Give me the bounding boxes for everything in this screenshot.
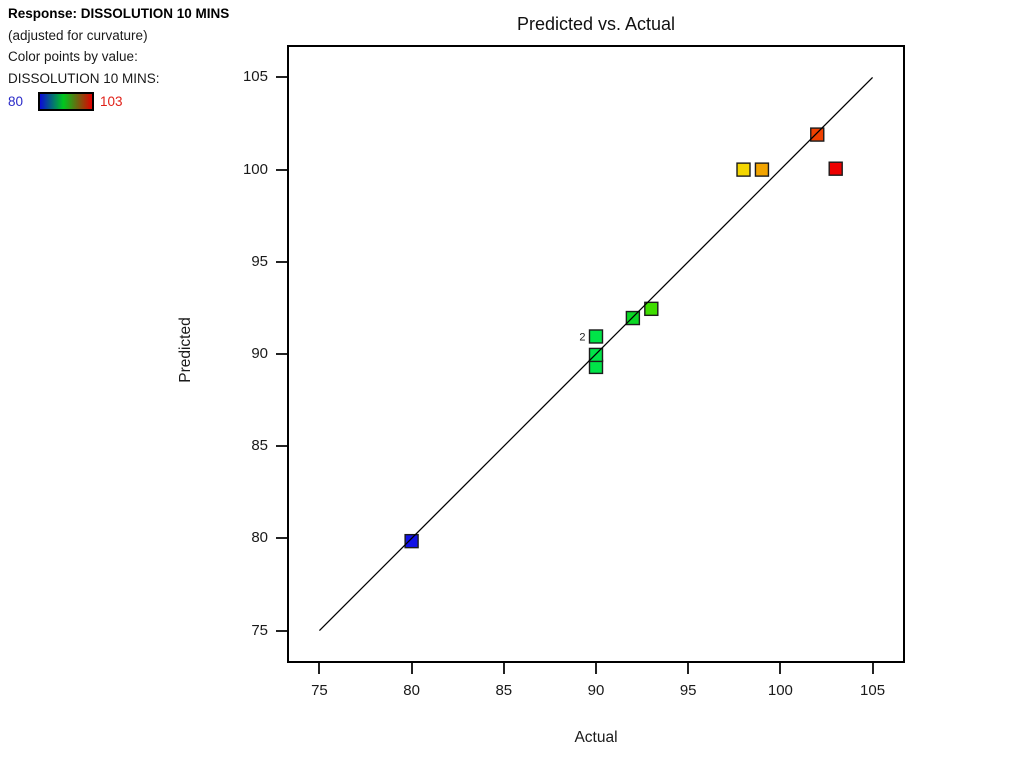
y-tick-label: 90 [251, 345, 268, 362]
legend-panel: Response: DISSOLUTION 10 MINS (adjusted … [8, 3, 229, 112]
x-tick-label: 105 [860, 682, 886, 699]
data-point [754, 162, 770, 177]
legend-color-scale: 80 103 [8, 91, 229, 112]
data-point [588, 359, 604, 375]
y-tick-label: 95 [251, 252, 268, 270]
data-point [404, 533, 419, 549]
x-tick-label: 80 [403, 682, 420, 699]
data-point [810, 127, 825, 142]
x-tick [687, 663, 690, 674]
y-tick-label: 75 [251, 621, 268, 639]
x-tick [318, 663, 321, 674]
legend-response-label: Response: DISSOLUTION 10 MINS [8, 6, 230, 21]
y-tick-label: 100 [242, 160, 268, 178]
x-tick-label: 85 [495, 682, 513, 699]
x-tick [410, 663, 413, 674]
y-tick-label: 80 [251, 529, 268, 547]
data-point [736, 162, 751, 177]
y-tick [276, 76, 287, 79]
x-tick [502, 663, 505, 674]
x-tick-label: 75 [311, 682, 328, 699]
plot-area: 2 [287, 45, 905, 663]
legend-min-value: 80 [8, 93, 24, 109]
color-gradient-swatch [38, 92, 94, 111]
y-tick [276, 353, 287, 355]
y-tick [276, 168, 287, 171]
x-tick [779, 663, 782, 674]
x-tick [871, 663, 874, 674]
point-count-label: 2 [579, 331, 585, 343]
y-tick [276, 260, 287, 263]
x-tick [595, 663, 597, 674]
legend-curvature-note: (adjusted for curvature) [8, 27, 148, 43]
y-tick [276, 537, 287, 540]
y-tick [276, 445, 287, 448]
y-tick-label: 85 [251, 437, 268, 455]
y-axis-title: Predicted [177, 317, 194, 383]
data-point [644, 301, 659, 317]
data-point [588, 329, 604, 344]
y-tick-label: 105 [242, 68, 268, 86]
x-tick-label: 90 [587, 682, 605, 699]
legend-max-value: 103 [100, 93, 123, 109]
x-tick-label: 100 [767, 682, 793, 699]
legend-color-by-label: Color points by value: [8, 49, 138, 64]
x-axis-title: Actual [574, 729, 618, 746]
data-point [828, 161, 843, 176]
y-tick [276, 629, 287, 632]
x-tick-label: 95 [679, 682, 697, 699]
scatter-plot-canvas: 2 [318, 76, 874, 632]
chart-title: Predicted vs. Actual [516, 14, 676, 34]
data-point [588, 347, 604, 363]
identity-line [318, 76, 874, 632]
legend-color-variable-label: DISSOLUTION 10 MINS: [8, 70, 160, 86]
data-point [625, 310, 641, 326]
